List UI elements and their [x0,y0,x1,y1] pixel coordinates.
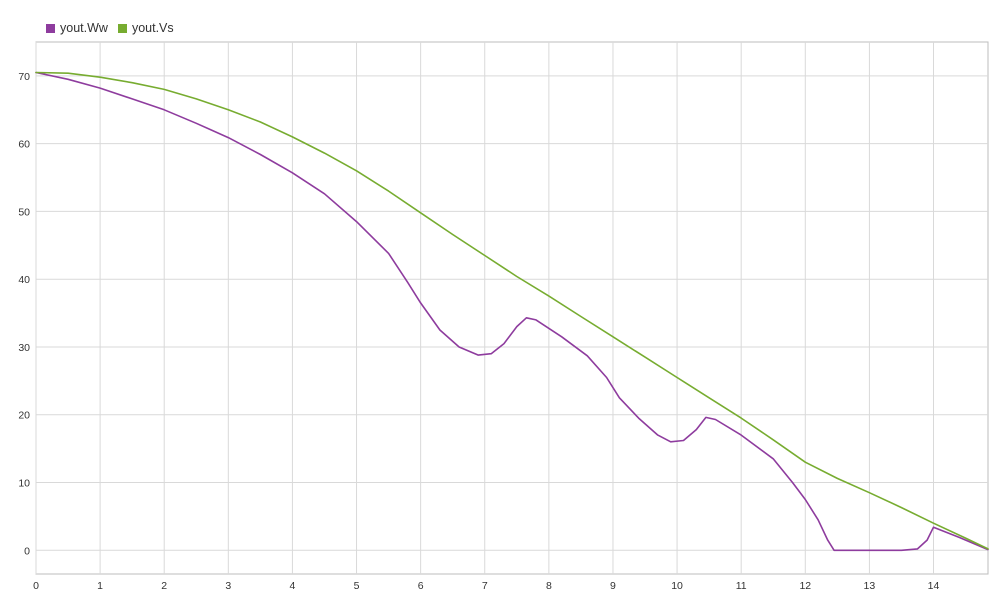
x-tick-label: 2 [161,580,167,592]
legend-label-ww: yout.Ww [60,21,108,35]
x-tick-label: 8 [546,580,552,592]
legend-swatch-vs [117,23,127,33]
series-line-vs [35,71,989,550]
y-tick-label: 20 [18,410,30,422]
x-tick-label: 6 [418,580,424,592]
legend: yout.Ww yout.Vs [46,18,174,38]
y-tick-label: 50 [18,206,30,218]
x-tick-label: 5 [354,580,360,592]
x-tick-label: 9 [610,580,616,592]
x-tick-label: 14 [928,580,940,592]
legend-item-ww[interactable]: yout.Ww [46,21,108,35]
x-tick-label: 13 [864,580,876,592]
legend-item-vs[interactable]: yout.Vs [117,21,174,35]
x-tick-label: 1 [97,580,103,592]
y-tick-label: 30 [18,342,30,354]
axes-background [35,41,989,575]
y-tick-label: 10 [18,478,30,490]
x-tick-label: 7 [482,580,488,592]
x-tick-label: 12 [799,580,811,592]
x-tick-label: 0 [33,580,39,592]
y-tick-label: 40 [18,274,30,286]
y-tick-label: 0 [24,545,30,557]
legend-label-vs: yout.Vs [131,21,174,35]
x-tick-label: 11 [736,580,747,592]
series-lines [35,71,989,552]
x-tick-label: 10 [671,580,683,592]
x-tick-label: 3 [225,580,231,592]
x-tick-label: 4 [290,580,296,592]
y-tick-label: 70 [18,71,30,83]
legend-swatch-ww [46,23,55,33]
y-tick-label: 60 [18,139,30,151]
series-line-ww [35,71,989,552]
grid-lines [35,42,988,574]
